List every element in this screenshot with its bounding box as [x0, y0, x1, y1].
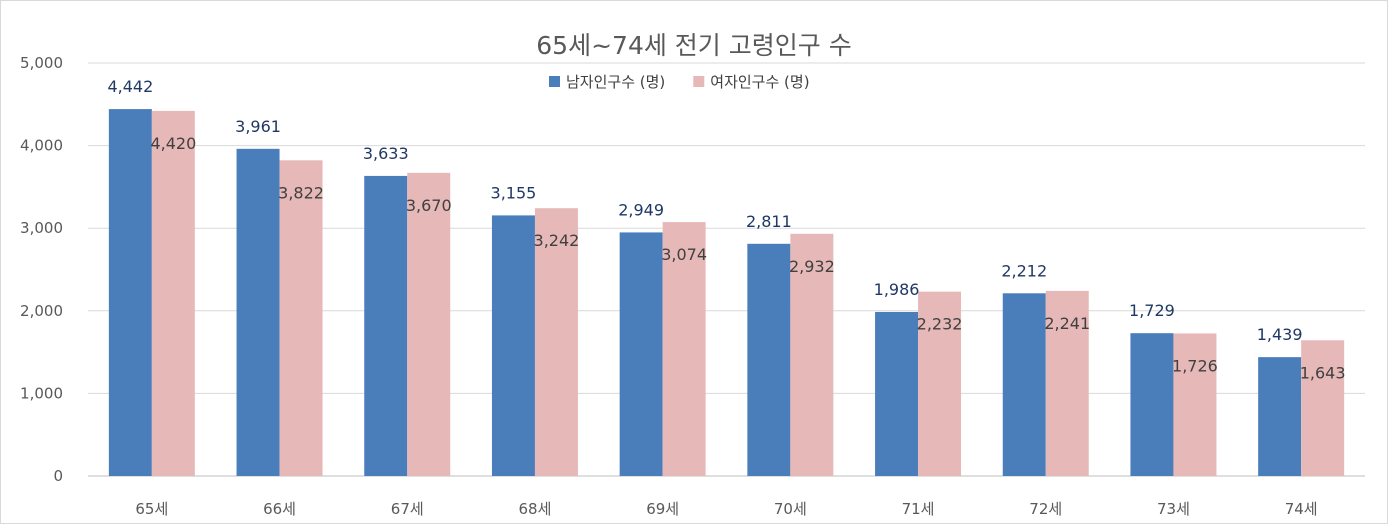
data-label-female: 3,670	[406, 196, 452, 215]
bar-male	[491, 215, 535, 476]
x-category-label: 72세	[1029, 500, 1062, 518]
bar-male	[108, 109, 152, 477]
data-label-male: 2,811	[746, 212, 792, 231]
x-axis: 65세 66세 67세 68세 69세 70세 71세 72세 73세 74세	[135, 500, 1317, 518]
x-category-label: 66세	[263, 500, 296, 518]
data-label-female: 2,241	[1044, 314, 1090, 333]
x-category-label: 67세	[391, 500, 424, 518]
data-label-female: 1,726	[1172, 356, 1218, 375]
legend-swatch-female	[693, 76, 705, 87]
data-label-male: 1,439	[1257, 325, 1303, 344]
legend-label-female: 여자인구수 (명)	[710, 73, 809, 91]
bar-male	[1258, 357, 1302, 476]
data-label-male: 1,729	[1129, 301, 1175, 320]
y-tick-label: 1,000	[20, 384, 63, 402]
bar-male	[1002, 293, 1046, 476]
bar-male	[619, 232, 663, 476]
bar-male	[236, 148, 280, 476]
bar-female	[662, 222, 706, 476]
x-category-label: 68세	[519, 500, 552, 518]
data-label-male: 3,633	[363, 144, 409, 163]
y-axis: 0 1,000 2,000 3,000 4,000 5,000	[20, 54, 63, 485]
bar-male	[1130, 333, 1174, 476]
data-label-male: 2,949	[618, 200, 664, 219]
data-labels: 4,442 4,420 3,961 3,822 3,633 3,670 3,155 3,242…	[107, 77, 1345, 382]
bar-male	[364, 175, 408, 477]
y-tick-label: 4,000	[20, 137, 63, 155]
y-tick-label: 3,000	[20, 219, 63, 237]
data-label-female: 3,822	[278, 183, 324, 202]
data-label-female: 1,643	[1300, 363, 1346, 382]
bars	[108, 109, 1345, 477]
data-label-female: 2,932	[789, 257, 835, 276]
legend: 남자인구수 (명) 여자인구수 (명)	[549, 73, 810, 91]
data-label-female: 2,232	[917, 315, 963, 334]
chart-title: 65세~74세 전기 고령인구 수	[536, 31, 851, 60]
bar-female	[1173, 333, 1217, 476]
data-label-female: 3,074	[661, 245, 707, 264]
x-category-label: 69세	[646, 500, 679, 518]
x-category-label: 71세	[902, 500, 935, 518]
x-category-label: 73세	[1157, 500, 1190, 518]
data-label-male: 2,212	[1001, 261, 1047, 280]
legend-swatch-male	[549, 76, 560, 87]
bar-female	[407, 172, 451, 476]
x-category-label: 65세	[135, 500, 168, 518]
y-tick-label: 5,000	[20, 54, 63, 72]
bar-female	[1301, 340, 1345, 476]
bar-male	[747, 243, 791, 476]
x-category-label: 70세	[774, 500, 807, 518]
x-category-label: 74세	[1285, 500, 1318, 518]
bar-female	[534, 208, 578, 476]
bar-female	[151, 110, 195, 477]
data-label-female: 4,420	[150, 134, 196, 153]
bar-female	[790, 233, 834, 476]
y-tick-label: 0	[53, 467, 63, 485]
data-label-female: 3,242	[534, 231, 580, 250]
data-label-male: 3,961	[235, 117, 281, 136]
bar-female	[279, 160, 323, 476]
legend-label-male: 남자인구수 (명)	[566, 73, 665, 91]
data-label-male: 3,155	[491, 183, 537, 202]
data-label-male: 1,986	[874, 280, 920, 299]
bar-female	[918, 291, 962, 476]
y-tick-label: 2,000	[20, 302, 63, 320]
bar-female	[1045, 290, 1089, 476]
bar-male	[875, 311, 919, 476]
data-label-male: 4,442	[107, 77, 153, 96]
